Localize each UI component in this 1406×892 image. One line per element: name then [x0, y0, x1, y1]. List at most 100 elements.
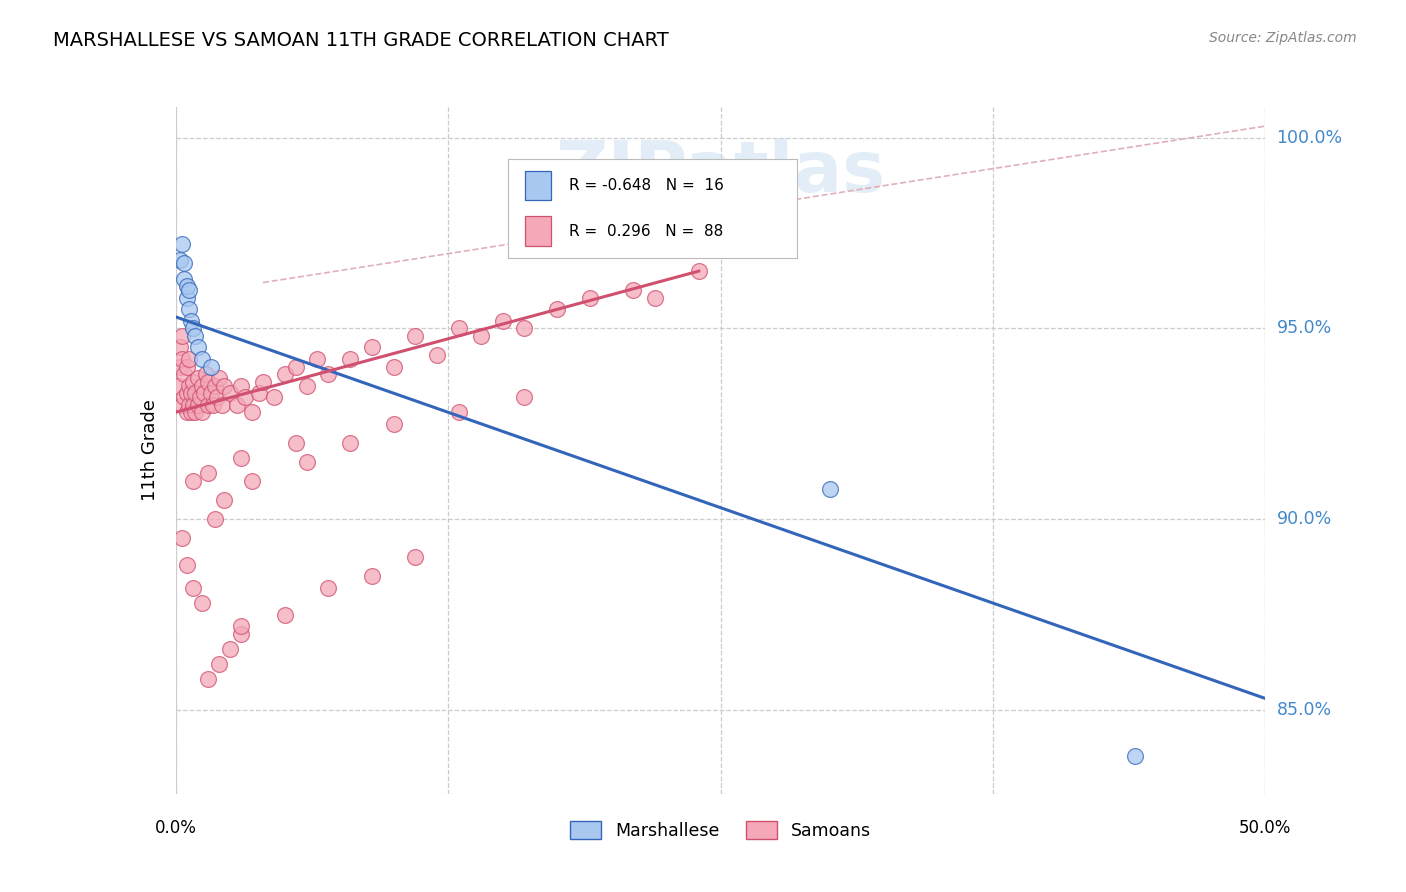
Point — [201, 398, 224, 412]
Point — [513, 321, 536, 335]
Point — [195, 367, 218, 381]
Point — [318, 581, 340, 595]
Point — [212, 378, 235, 392]
Text: 100.0%: 100.0% — [1277, 128, 1343, 146]
Point — [180, 314, 202, 328]
Point — [284, 359, 307, 374]
Point — [180, 386, 202, 401]
Point — [818, 482, 841, 496]
Point — [382, 359, 405, 374]
Point — [184, 386, 207, 401]
Point — [621, 283, 644, 297]
Point — [318, 367, 340, 381]
Point — [205, 390, 228, 404]
Point — [172, 351, 194, 366]
Point — [191, 596, 214, 610]
Point — [492, 314, 515, 328]
Point — [176, 558, 198, 572]
Point — [252, 375, 274, 389]
Point — [284, 435, 307, 450]
Point — [295, 378, 318, 392]
Text: R = -0.648   N =  16: R = -0.648 N = 16 — [569, 178, 724, 193]
Point — [197, 467, 219, 481]
Point — [172, 531, 194, 545]
Point — [204, 378, 226, 392]
Point — [360, 341, 382, 355]
Point — [169, 252, 191, 267]
Point — [247, 386, 270, 401]
Point — [191, 405, 214, 419]
Point — [197, 398, 219, 412]
Point — [546, 302, 568, 317]
Point — [176, 291, 198, 305]
Point — [235, 390, 257, 404]
Point — [188, 390, 211, 404]
Point — [181, 398, 204, 412]
Point — [208, 657, 231, 672]
Point — [274, 367, 297, 381]
Point — [177, 378, 200, 392]
Point — [167, 378, 190, 392]
Text: R =  0.296   N =  88: R = 0.296 N = 88 — [569, 224, 723, 239]
Point — [173, 271, 195, 285]
Point — [211, 398, 233, 412]
Point — [191, 351, 214, 366]
Point — [177, 302, 200, 317]
Text: ZIPatlas: ZIPatlas — [555, 137, 886, 207]
Point — [382, 417, 405, 431]
Point — [181, 375, 204, 389]
Point — [212, 493, 235, 508]
Point — [180, 405, 202, 419]
Point — [307, 351, 329, 366]
Text: MARSHALLESE VS SAMOAN 11TH GRADE CORRELATION CHART: MARSHALLESE VS SAMOAN 11TH GRADE CORRELA… — [53, 31, 669, 50]
Point — [688, 264, 710, 278]
Point — [191, 378, 214, 392]
Point — [176, 386, 198, 401]
Point — [172, 398, 194, 412]
Point — [176, 279, 198, 293]
Point — [240, 405, 263, 419]
Point — [186, 398, 209, 412]
Text: 95.0%: 95.0% — [1277, 319, 1331, 337]
Point — [173, 390, 195, 404]
Point — [231, 619, 253, 633]
Point — [173, 256, 195, 270]
Text: 85.0%: 85.0% — [1277, 701, 1331, 719]
Point — [181, 321, 204, 335]
Point — [177, 398, 200, 412]
Point — [263, 390, 285, 404]
Point — [169, 359, 191, 374]
Point — [231, 626, 253, 640]
Point — [426, 348, 449, 362]
Point — [208, 371, 231, 385]
Point — [219, 386, 242, 401]
FancyBboxPatch shape — [526, 170, 551, 201]
Point — [231, 451, 253, 466]
Point — [169, 341, 191, 355]
Point — [405, 329, 427, 343]
Point — [360, 569, 382, 583]
Point — [339, 351, 361, 366]
Point — [173, 367, 195, 381]
Point — [447, 405, 470, 419]
Point — [231, 378, 253, 392]
Text: 90.0%: 90.0% — [1277, 510, 1331, 528]
Point — [470, 329, 492, 343]
Point — [184, 329, 207, 343]
Y-axis label: 11th Grade: 11th Grade — [141, 400, 159, 501]
Point — [176, 359, 198, 374]
Point — [177, 351, 200, 366]
Point — [181, 581, 204, 595]
Text: Source: ZipAtlas.com: Source: ZipAtlas.com — [1209, 31, 1357, 45]
Point — [240, 474, 263, 488]
Point — [200, 359, 222, 374]
Point — [186, 341, 209, 355]
Point — [339, 435, 361, 450]
Point — [197, 673, 219, 687]
Point — [172, 237, 194, 252]
Point — [176, 405, 198, 419]
Point — [579, 291, 602, 305]
Text: 50.0%: 50.0% — [1239, 819, 1292, 837]
Point — [197, 375, 219, 389]
Point — [644, 291, 666, 305]
